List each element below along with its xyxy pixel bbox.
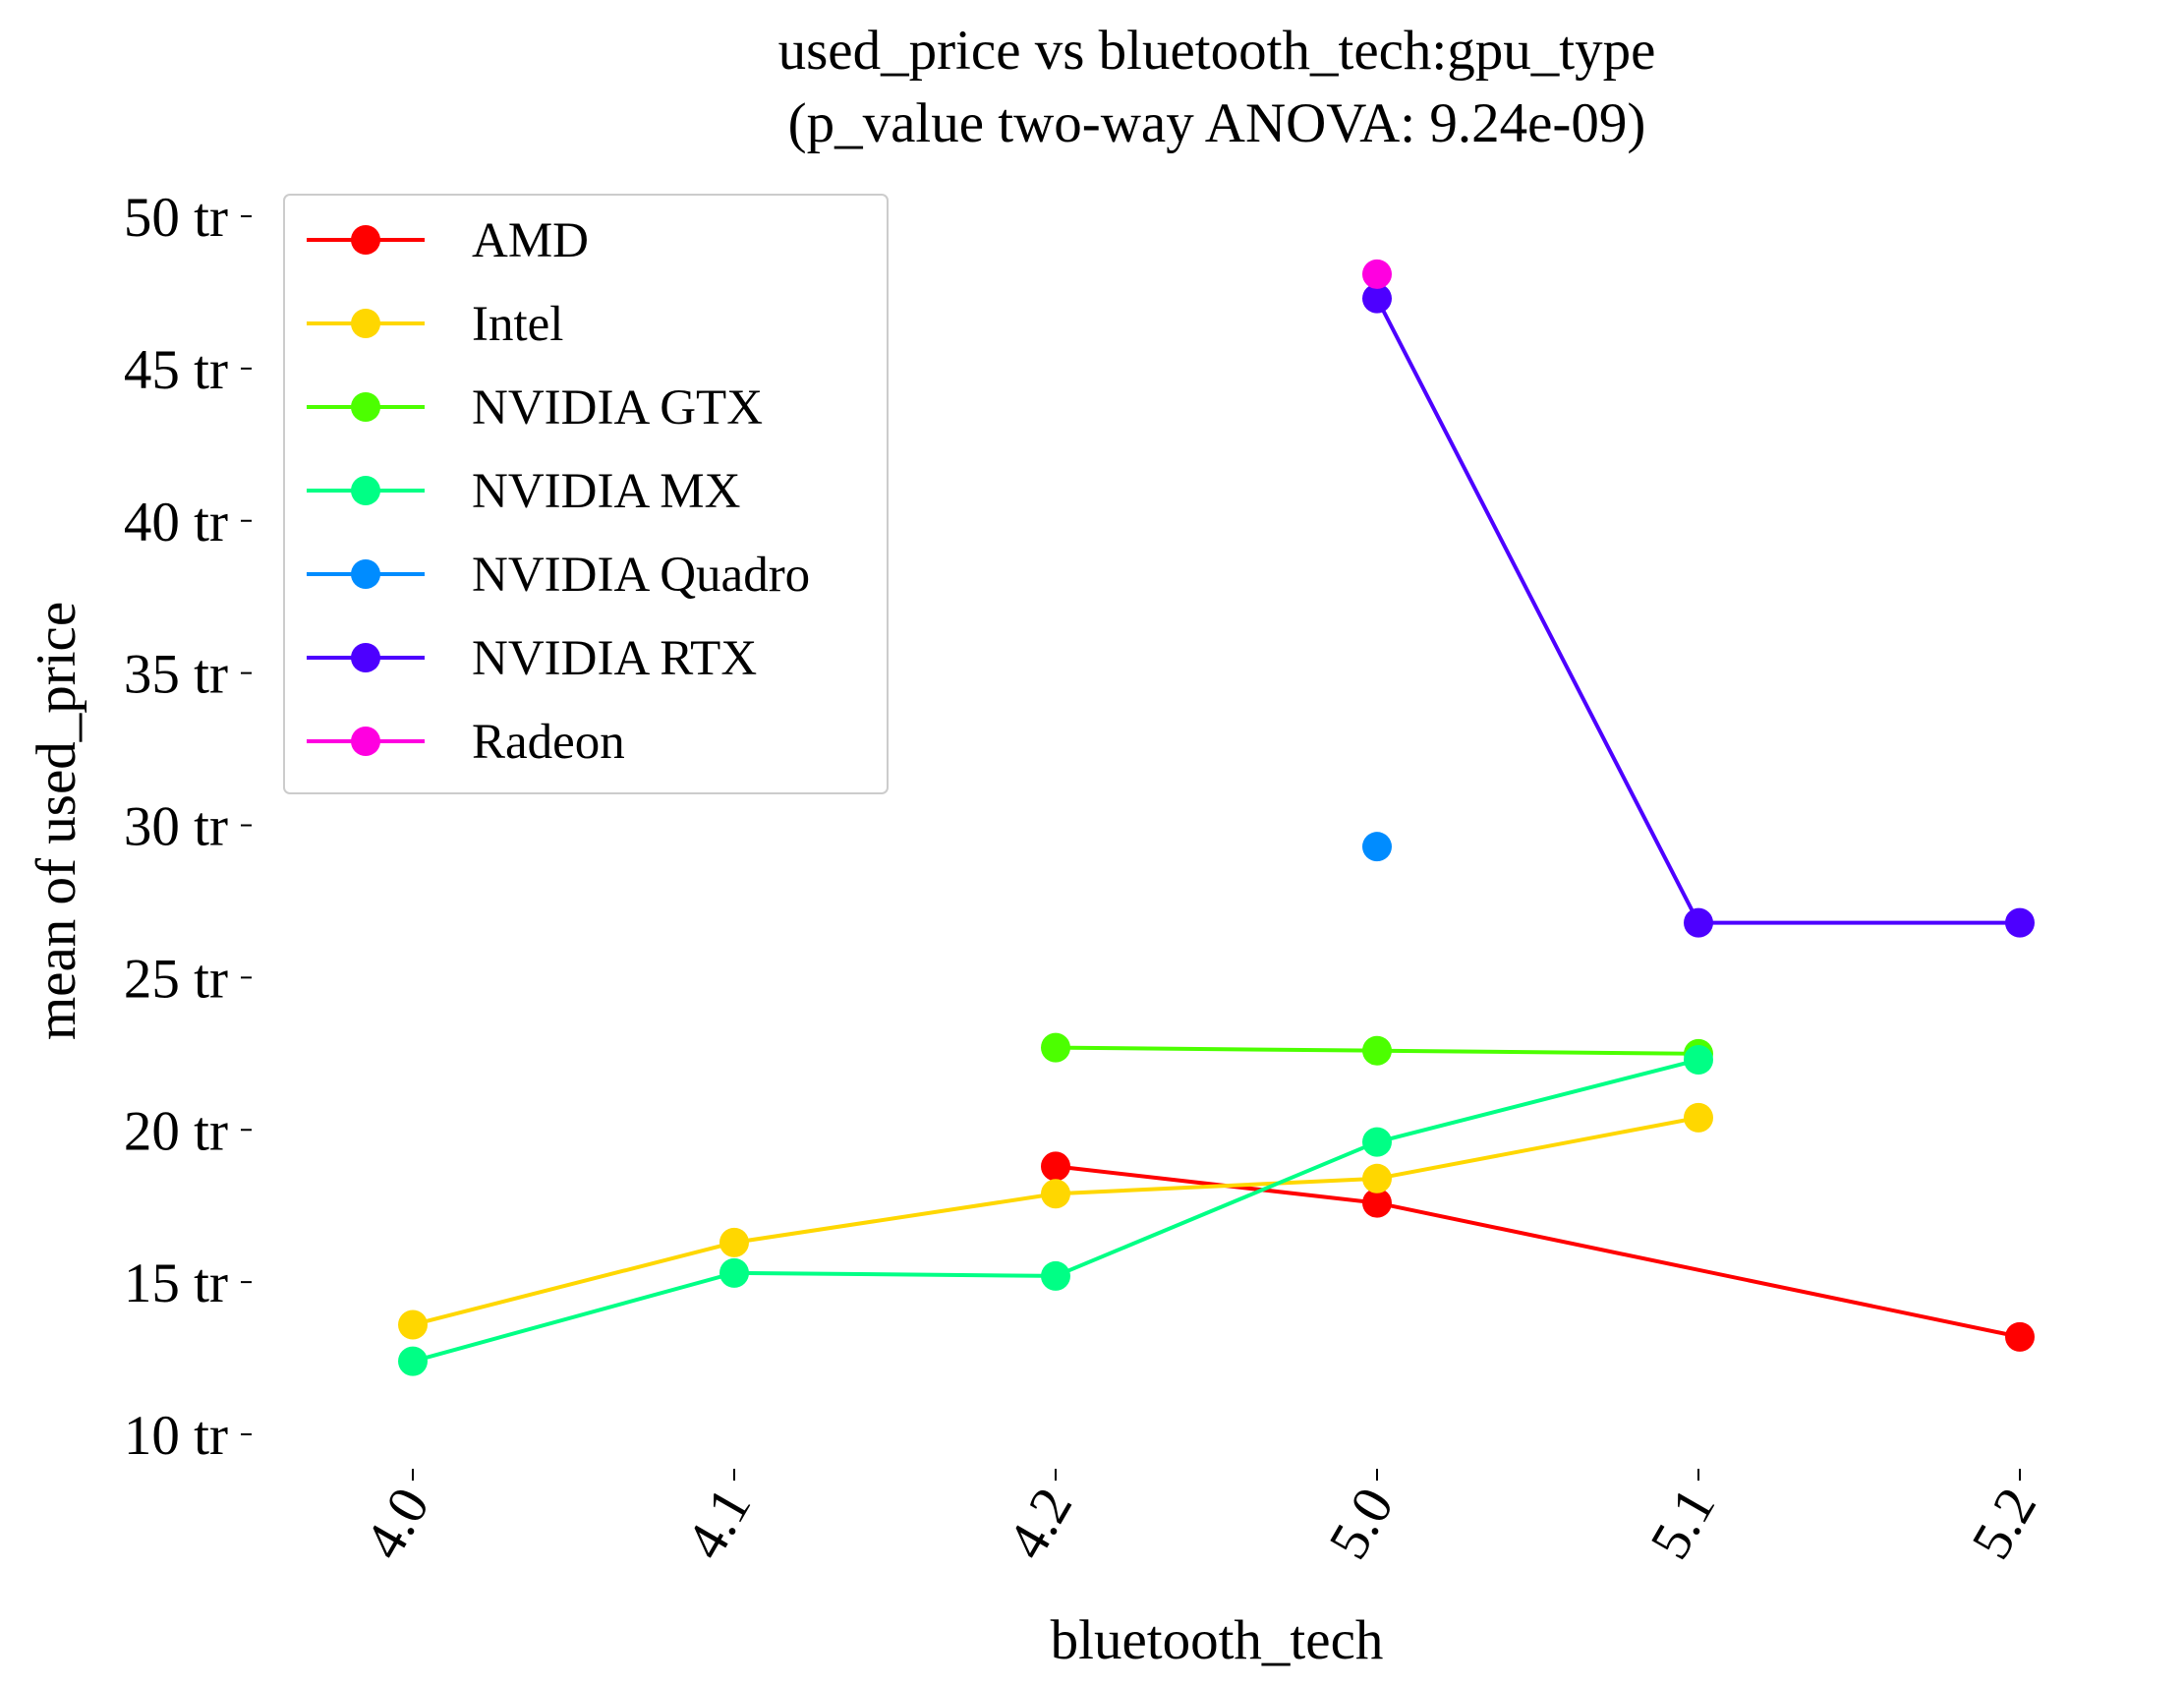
legend-item: NVIDIA Quadro (307, 548, 810, 603)
y-tick-label: 40 tr (124, 492, 228, 553)
legend: AMD Intel NVIDIA GTX NVIDIA MX NVIDIA Quadro… (283, 194, 889, 794)
series-line (412, 1115, 1699, 1327)
data-point (1041, 1151, 1070, 1182)
x-tick-label: 4.0 (353, 1478, 441, 1569)
series-nvidia-rtx (1362, 283, 2035, 938)
y-tick-label: 35 tr (124, 644, 228, 706)
data-point (719, 1227, 749, 1257)
legend-marker (351, 476, 380, 505)
series-amd (1041, 1151, 2035, 1352)
data-point (1041, 1179, 1070, 1209)
y-axis: 10 tr 15 tr 20 tr 25 tr 30 tr 35 tr 40 tr 45 tr… (124, 187, 252, 1467)
data-point (1362, 283, 1392, 314)
legend-item: Radeon (307, 715, 625, 770)
legend-label: NVIDIA MX (472, 464, 740, 519)
chart-subtitle: (p_value two-way ANOVA: 9.24e-09) (788, 92, 1646, 154)
data-point (1362, 1035, 1392, 1066)
data-point (1041, 1032, 1070, 1063)
series-line (412, 1058, 1699, 1364)
series-intel (398, 1102, 1713, 1340)
y-tick-label: 20 tr (124, 1100, 228, 1162)
series-nvidia-mx (398, 1045, 1713, 1376)
legend-item: NVIDIA RTX (307, 631, 757, 686)
x-tick-label: 4.2 (996, 1478, 1084, 1569)
data-point (1362, 1127, 1392, 1157)
x-tick-label: 5.0 (1317, 1478, 1406, 1569)
legend-item: AMD (307, 213, 589, 268)
legend-marker (351, 225, 380, 255)
chart-title: used_price vs bluetooth_tech:gpu_type (778, 20, 1656, 82)
plot-area (398, 259, 2035, 1376)
data-point (1684, 1045, 1713, 1076)
y-tick-label: 25 tr (124, 948, 228, 1010)
y-tick-label: 45 tr (124, 339, 228, 401)
legend-label: NVIDIA RTX (472, 631, 757, 686)
legend-item: Intel (307, 297, 563, 352)
data-point (1041, 1260, 1070, 1291)
legend-item: NVIDIA GTX (307, 380, 763, 436)
legend-label: AMD (472, 213, 589, 268)
data-point (1684, 907, 1713, 938)
y-tick-label: 10 tr (124, 1405, 228, 1467)
data-point (1684, 1102, 1713, 1133)
legend-label: NVIDIA Quadro (472, 548, 810, 603)
legend-marker (351, 727, 380, 756)
data-point (1362, 832, 1392, 862)
legend-label: Intel (472, 297, 563, 352)
legend-frame (283, 194, 889, 794)
data-point (1362, 1188, 1392, 1218)
x-tick-label: 5.1 (1638, 1478, 1727, 1569)
legend-marker (351, 392, 380, 422)
series-nvidia-gtx (1041, 1032, 1713, 1069)
data-point (719, 1257, 749, 1288)
data-point (2005, 907, 2035, 938)
y-tick-label: 50 tr (124, 187, 228, 249)
legend-label: NVIDIA GTX (472, 380, 763, 436)
legend-marker (351, 643, 380, 672)
data-point (398, 1310, 428, 1340)
x-axis-label: bluetooth_tech (1051, 1609, 1384, 1671)
legend-label: Radeon (472, 715, 625, 770)
series-nvidia-quadro (1362, 832, 1392, 862)
y-tick-label: 30 tr (124, 796, 228, 858)
legend-item: NVIDIA MX (307, 464, 740, 519)
legend-marker (351, 559, 380, 589)
data-point (1362, 259, 1392, 289)
data-point (1362, 1163, 1392, 1193)
series-line (1375, 297, 2020, 925)
y-tick-label: 15 tr (124, 1252, 228, 1314)
data-point (398, 1346, 428, 1376)
x-tick-label: 5.2 (1960, 1478, 2048, 1569)
y-axis-label: mean of used_price (26, 602, 87, 1040)
x-axis: 4.0 4.1 4.2 5.0 5.1 5.2 (353, 1469, 2048, 1569)
legend-marker (351, 309, 380, 338)
series-radeon (1362, 259, 1392, 289)
x-tick-label: 4.1 (674, 1478, 763, 1569)
series-line (1055, 1164, 2021, 1339)
data-point (2005, 1321, 2035, 1352)
